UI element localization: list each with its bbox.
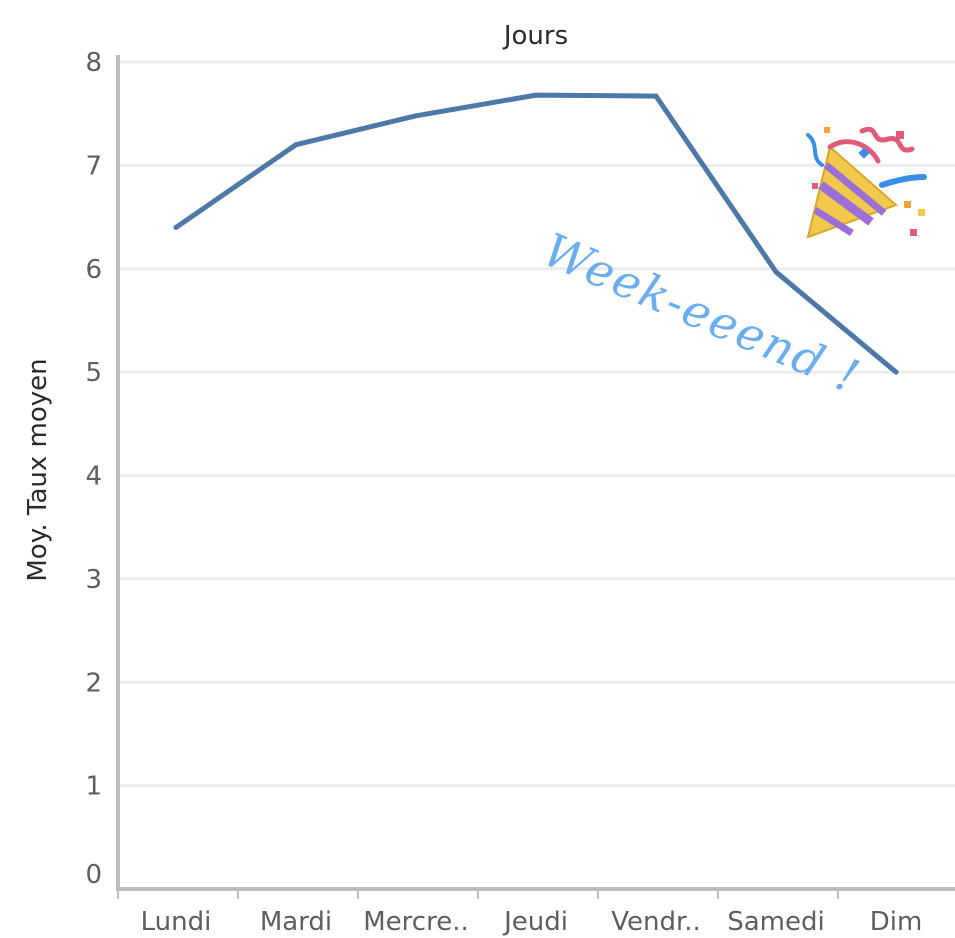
x-tick-label: Jeudi xyxy=(502,907,568,937)
week-end-annotation: Week-eeend ! xyxy=(536,222,869,404)
x-tick-label: Mardi xyxy=(260,907,332,937)
y-tick-labels: 0 1 2 3 4 5 6 7 8 xyxy=(85,48,102,890)
data-point xyxy=(533,92,539,98)
x-tick-label: Dim xyxy=(870,907,923,937)
x-tick-label: Samedi xyxy=(727,907,825,937)
data-point xyxy=(773,269,779,275)
x-tick-label: Vendr.. xyxy=(611,907,701,937)
data-point xyxy=(893,369,899,375)
axes xyxy=(116,55,955,891)
y-tick-label: 0 xyxy=(85,860,102,890)
data-point xyxy=(653,93,659,99)
y-tick-label: 5 xyxy=(85,358,102,388)
data-point xyxy=(293,142,299,148)
series-points xyxy=(173,92,899,375)
y-tick-label: 2 xyxy=(85,668,102,698)
x-tick-label: Mercre.. xyxy=(363,907,469,937)
y-tick-label: 4 xyxy=(85,462,102,492)
party-popper-icon xyxy=(806,126,927,239)
gridlines xyxy=(120,60,955,788)
y-tick-label: 7 xyxy=(85,151,102,181)
y-tick-label: 8 xyxy=(85,48,102,78)
x-tick-labels: Lundi Mardi Mercre.. Jeudi Vendr.. Samedi Dim xyxy=(117,889,923,937)
data-point xyxy=(173,224,179,230)
x-axis-title: Jours xyxy=(502,21,568,51)
y-tick-label: 6 xyxy=(85,255,102,285)
y-axis-title: Moy. Taux moyen xyxy=(23,358,53,581)
y-tick-label: 3 xyxy=(85,565,102,595)
x-tick-label: Lundi xyxy=(141,907,212,937)
data-point xyxy=(413,113,419,119)
y-tick-label: 1 xyxy=(85,772,102,802)
